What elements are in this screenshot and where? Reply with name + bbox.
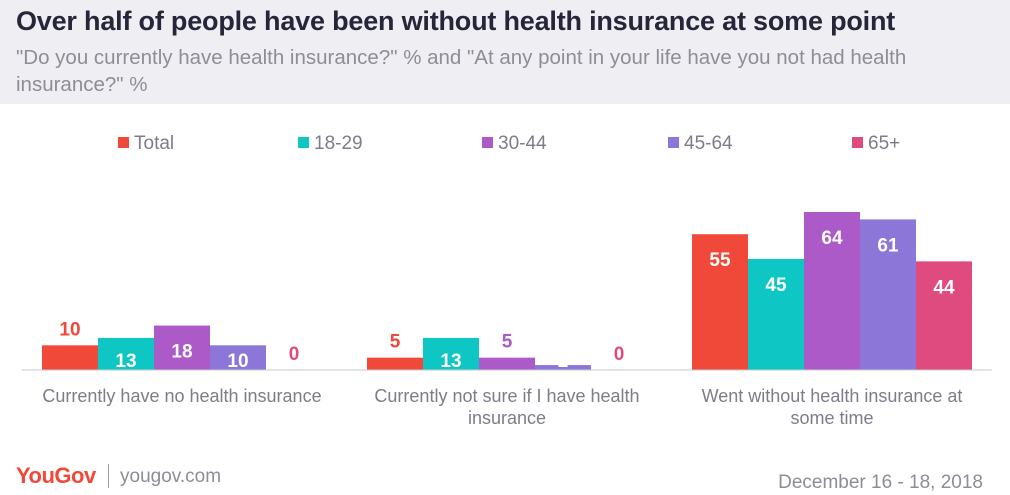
legend-label-18-29: 18-29 <box>314 133 363 154</box>
survey-date: December 16 - 18, 2018 <box>778 472 983 493</box>
category-label-line: some time <box>790 408 873 428</box>
bar-Total-1 <box>42 345 98 370</box>
category-label-1: Currently have no health insurance <box>42 386 321 406</box>
data-label-Total-3: 55 <box>709 250 731 271</box>
data-label-45-64-1: 10 <box>227 351 248 372</box>
data-label-30-44-2: 5 <box>502 332 513 353</box>
chart-title: Over half of people have been without he… <box>16 6 896 36</box>
legend-label-30-44: 30-44 <box>498 133 547 154</box>
data-label-30-44-3: 64 <box>821 228 843 249</box>
data-label-18-29-1: 13 <box>115 351 136 372</box>
footer-site: yougov.com <box>120 466 222 487</box>
bar-18-29-3 <box>748 258 804 370</box>
footer-divider <box>108 464 109 488</box>
bar-30-44-1 <box>154 325 210 370</box>
bar-chart: Total 18-29 30-44 45-64 65+ 10 13 18 10 0 5 13 5 2 0 55… <box>22 133 992 428</box>
legend-swatch-65+ <box>852 137 863 148</box>
chart-header: Over half of people have been without he… <box>0 0 1010 104</box>
category-label-line: insurance <box>468 408 546 428</box>
legend-swatch-18-29 <box>298 137 309 148</box>
data-label-18-29-2: 13 <box>440 351 461 372</box>
category-label-line: Went without health insurance at <box>702 386 963 406</box>
legend-swatch-Total <box>118 137 129 148</box>
data-label-Total-1: 10 <box>59 319 80 340</box>
bar-18-29-2 <box>423 337 479 370</box>
legend-swatch-30-44 <box>482 137 493 148</box>
category-label-3: Went without health insurance at some tim… <box>702 386 963 428</box>
data-label-45-64-2: 2 <box>558 351 569 372</box>
bar-30-44-2 <box>479 357 535 370</box>
category-label-line: Currently not sure if I have health <box>374 386 639 406</box>
bar-45-64-3 <box>860 219 916 370</box>
category-label-line: Currently have no health insurance <box>42 386 321 406</box>
legend-label-Total: Total <box>134 133 174 154</box>
yougov-logo: YouGov <box>16 463 96 488</box>
category-label-2: Currently not sure if I have health insur… <box>374 386 639 428</box>
data-label-Total-2: 5 <box>390 332 401 353</box>
data-label-18-29-3: 45 <box>765 275 787 296</box>
data-label-45-64-3: 61 <box>877 235 899 256</box>
legend-label-45-64: 45-64 <box>684 133 733 154</box>
legend-swatch-45-64 <box>668 137 679 148</box>
legend-label-65+: 65+ <box>868 133 900 154</box>
data-label-30-44-1: 18 <box>171 342 192 363</box>
data-label-65+-3: 44 <box>933 277 955 298</box>
bar-18-29-1 <box>98 337 154 370</box>
bar-45-64-1 <box>210 345 266 370</box>
data-label-65+-1: 0 <box>289 344 300 365</box>
bar-Total-3 <box>692 234 748 370</box>
bar-65+-3 <box>916 261 972 370</box>
bar-30-44-3 <box>804 212 860 370</box>
data-label-65+-2: 0 <box>614 344 625 365</box>
chart-subtitle: "Do you currently have health insurance?… <box>16 46 907 96</box>
bar-45-64-2 <box>535 365 591 370</box>
bar-Total-2 <box>367 357 423 370</box>
